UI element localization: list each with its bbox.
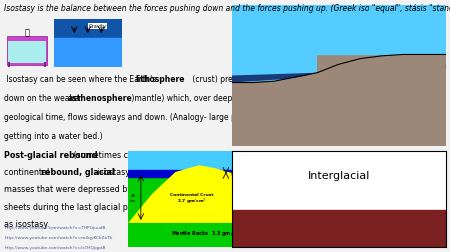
- Text: continental: continental: [4, 167, 52, 176]
- Bar: [232, 6, 446, 55]
- Text: rebound, glacial: rebound, glacial: [41, 167, 114, 176]
- Polygon shape: [128, 166, 286, 223]
- Text: 2.7 gm/cm$^3$: 2.7 gm/cm$^3$: [176, 196, 206, 206]
- Text: Oceanic Crust: Oceanic Crust: [246, 185, 279, 189]
- Text: 5 km: 5 km: [230, 173, 241, 177]
- Text: as isostasy.: as isostasy.: [4, 219, 50, 229]
- Text: (crust) presses: (crust) presses: [190, 74, 249, 83]
- Text: 3.0 gm/cm$^3$: 3.0 gm/cm$^3$: [248, 187, 276, 198]
- Text: Isostasy can be seen where the Earth's: Isostasy can be seen where the Earth's: [4, 74, 159, 83]
- Bar: [232, 211, 446, 247]
- Text: masses that were depressed by the huge weight of ice: masses that were depressed by the huge w…: [4, 185, 225, 194]
- Text: Mantle Rocks  3.3 gm/cm$^3$: Mantle Rocks 3.3 gm/cm$^3$: [171, 228, 243, 238]
- Text: http://www.youtube.com/watch?v=THPGjuud8: http://www.youtube.com/watch?v=THPGjuud8: [4, 226, 106, 230]
- Text: Post-glacial rebound: Post-glacial rebound: [4, 150, 98, 159]
- Text: Isostasy is the balance between the forces pushing down and the forces pushing u: Isostasy is the balance between the forc…: [4, 4, 450, 13]
- Text: sheets during the last glacial period, by a process known: sheets during the last glacial period, b…: [4, 202, 234, 211]
- Bar: [128, 170, 286, 177]
- Polygon shape: [7, 37, 47, 66]
- Text: http://www.youtube.com/watch?v=m4qyKCkZnTk: http://www.youtube.com/watch?v=m4qyKCkZn…: [4, 235, 113, 239]
- Polygon shape: [232, 55, 317, 83]
- Text: (sometimes called: (sometimes called: [71, 150, 148, 159]
- Text: 40
km: 40 km: [130, 193, 136, 202]
- Text: lithosphere: lithosphere: [136, 74, 185, 83]
- Text: )mantle) which, over deep: )mantle) which, over deep: [129, 93, 232, 102]
- Text: Continental Crust: Continental Crust: [170, 192, 213, 196]
- Polygon shape: [232, 65, 446, 83]
- Text: down on the weaker: down on the weaker: [4, 93, 85, 102]
- Bar: [54, 39, 122, 68]
- Text: 👤: 👤: [24, 28, 30, 37]
- Text: getting into a water bed.): getting into a water bed.): [4, 131, 103, 140]
- Text: Interglacial: Interglacial: [307, 170, 370, 180]
- Text: geological time, flows sideways and down. (Analogy- large person: geological time, flows sideways and down…: [4, 112, 258, 121]
- Polygon shape: [8, 42, 46, 64]
- Bar: [128, 151, 286, 170]
- Text: http://www.youtube.com/watch?v=lsTHQjqptB: http://www.youtube.com/watch?v=lsTHQjqpt…: [4, 245, 106, 249]
- Text: Gravity: Gravity: [89, 24, 107, 29]
- Polygon shape: [232, 55, 446, 146]
- Text: asthenosphere: asthenosphere: [68, 93, 132, 102]
- Text: isostasy) is the rise of land: isostasy) is the rise of land: [95, 167, 205, 176]
- Bar: [232, 151, 446, 211]
